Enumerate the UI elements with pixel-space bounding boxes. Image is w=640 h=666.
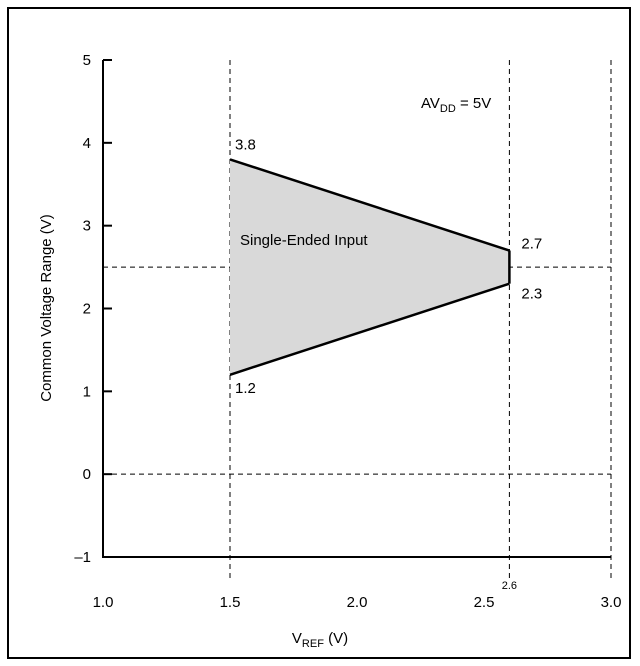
- upper-boundary-line: [229, 158, 510, 252]
- x-tick-label: 2.5: [474, 594, 495, 611]
- x-tick-label: 1.5: [220, 594, 241, 611]
- point-label: 3.8: [235, 136, 256, 153]
- point-label: 2.7: [521, 236, 542, 253]
- x-tick-label: 1.0: [93, 594, 114, 611]
- region-fill: [230, 159, 510, 375]
- y-tick-label: 0: [83, 466, 91, 483]
- x-tick-label: 2.0: [347, 594, 368, 611]
- y-axis-title: Common Voltage Range (V): [38, 214, 55, 402]
- y-tick-label: 1: [83, 383, 91, 400]
- point-label: 2.3: [521, 286, 542, 303]
- lower-boundary-line: [229, 282, 510, 376]
- x-tick-label: 3.0: [601, 594, 622, 611]
- region-label: Single-Ended Input: [240, 232, 368, 249]
- condition-label: AVDD = 5V: [421, 95, 491, 115]
- labels: 5 4 3 2 1 0 –1 1.0 1.5 2.0 2.5 3.0 2.6 3.8 1.2 2.7 2.3: [74, 52, 621, 611]
- y-tick-label: 4: [83, 135, 91, 152]
- y-tick-label: 5: [83, 52, 91, 69]
- single-ended-region: [229, 158, 511, 376]
- x-extra-tick-label: 2.6: [502, 580, 517, 592]
- y-tick-label: 2: [83, 301, 91, 318]
- y-tick-label: 3: [83, 218, 91, 235]
- x-axis-title: VREF (V): [292, 630, 348, 650]
- axes: [102, 59, 611, 558]
- y-tick-label: –1: [74, 549, 91, 566]
- point-label: 1.2: [235, 380, 256, 397]
